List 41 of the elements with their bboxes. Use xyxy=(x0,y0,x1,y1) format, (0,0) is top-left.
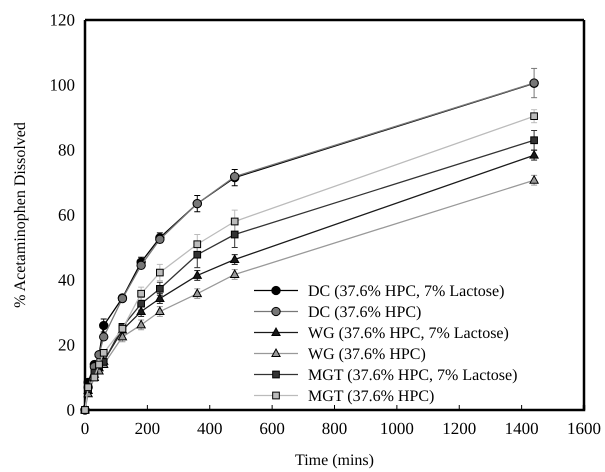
point xyxy=(155,306,164,315)
point xyxy=(100,348,108,357)
y-tick-label: 20 xyxy=(58,335,75,354)
legend-label: DC (37.6% HPC, 7% Lactose) xyxy=(308,283,504,300)
y-tick-label: 120 xyxy=(50,10,75,30)
point xyxy=(530,112,538,120)
y-axis-title: % Acetaminophen Dissolved xyxy=(12,122,29,308)
y-tick-label: 80 xyxy=(58,140,75,160)
y-tick-label: 100 xyxy=(50,75,75,94)
point xyxy=(230,254,240,263)
point xyxy=(230,218,239,226)
point xyxy=(136,320,146,328)
x-tick-label: 1200 xyxy=(442,419,476,438)
y-tick-label: 60 xyxy=(58,205,75,224)
point xyxy=(530,136,538,144)
x-tick-label: 600 xyxy=(259,419,285,438)
legend-label: WG (37.6% HPC, 7% Lactose) xyxy=(308,325,509,342)
x-tick-label: 400 xyxy=(197,419,222,438)
x-tick-label: 1600 xyxy=(567,419,601,438)
x-tick-label: 800 xyxy=(322,419,348,438)
x-axis-title: Time (mins) xyxy=(295,452,374,469)
legend-label: DC (37.6% HPC) xyxy=(308,304,422,322)
point xyxy=(99,320,108,330)
legend-label: MGT (37.6% HPC) xyxy=(308,388,434,406)
point xyxy=(193,240,202,248)
point xyxy=(192,288,202,298)
point xyxy=(156,268,164,276)
point xyxy=(192,270,202,279)
y-tick-label: 0 xyxy=(66,400,75,420)
point xyxy=(230,270,240,278)
x-tick-label: 1400 xyxy=(504,419,539,438)
legend-label: WG (37.6% HPC) xyxy=(308,346,426,364)
point xyxy=(136,260,146,270)
point xyxy=(193,250,202,258)
legend-label: MGT (37.6% HPC, 7% Lactose) xyxy=(308,367,518,384)
point xyxy=(530,175,539,184)
x-tick-label: 200 xyxy=(134,419,160,438)
y-tick-label: 40 xyxy=(58,270,75,290)
point xyxy=(230,230,239,238)
x-tick-label: 0 xyxy=(80,419,90,438)
x-tick-label: 1000 xyxy=(380,419,414,438)
